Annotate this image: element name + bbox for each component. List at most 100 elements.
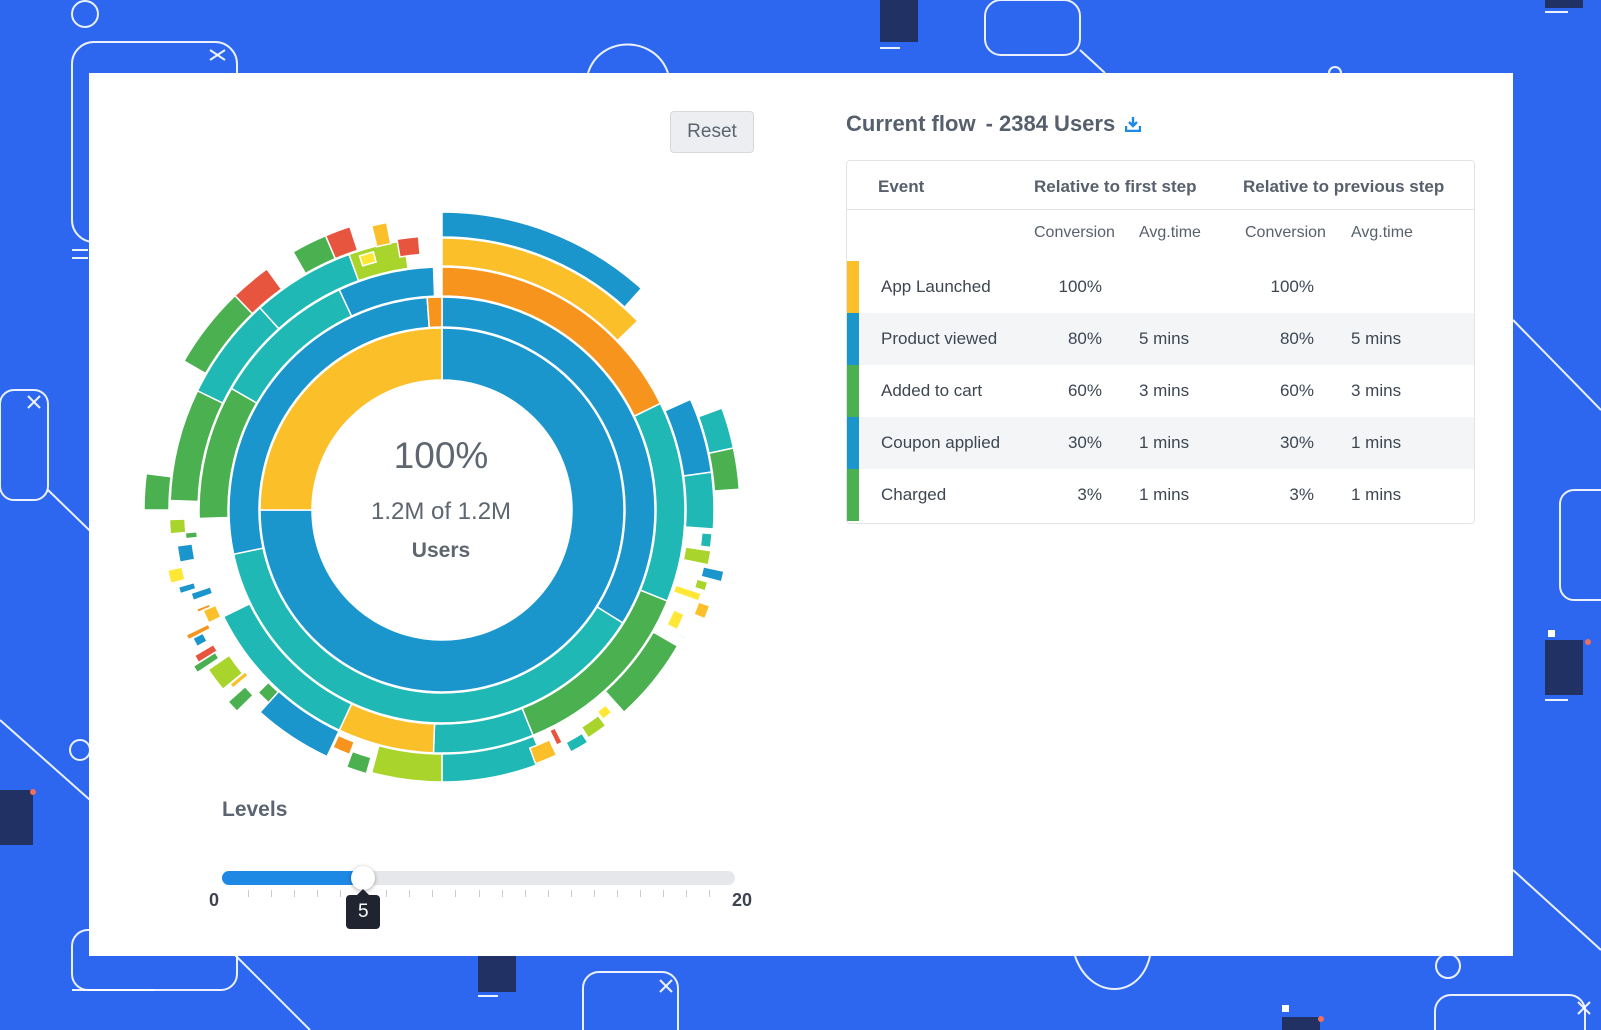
slider-tick	[524, 890, 526, 897]
slider-min-label: 0	[209, 890, 220, 910]
sunburst-segment[interactable]	[324, 225, 359, 260]
table-row[interactable]: Coupon applied 30% 1 mins 30% 1 mins	[847, 417, 1474, 469]
sunburst-segment[interactable]	[207, 654, 244, 691]
table-row[interactable]: Charged 3% 1 mins 3% 1 mins	[847, 469, 1474, 521]
sunburst-segment[interactable]	[693, 578, 709, 592]
sunburst-segment[interactable]	[345, 750, 372, 775]
row-first-avgtime: 5 mins	[1139, 329, 1190, 348]
slider-tick	[478, 890, 480, 897]
reset-button[interactable]: Reset	[670, 111, 754, 153]
sunburst-segment[interactable]	[370, 221, 392, 248]
sunburst-segment[interactable]	[168, 518, 187, 535]
slider-tick	[271, 890, 273, 897]
sunburst-segment[interactable]	[189, 585, 214, 602]
flow-table: Event Relative to first step Relative to…	[846, 160, 1475, 524]
sunburst-segment[interactable]	[176, 543, 196, 564]
sunburst-segment[interactable]	[259, 327, 625, 693]
sunburst-segment[interactable]	[233, 267, 283, 315]
row-previous-avgtime: 5 mins	[1351, 329, 1402, 348]
table-row[interactable]: Added to cart 60% 3 mins 60% 3 mins	[847, 365, 1474, 417]
sunburst-segment[interactable]	[338, 266, 436, 318]
row-color-marker	[847, 261, 859, 313]
row-previous-conversion: 60%	[1279, 381, 1314, 400]
row-previous-conversion: 30%	[1279, 433, 1314, 452]
header-event: Event	[878, 177, 925, 196]
slider-tick	[501, 890, 503, 897]
row-event-name: Coupon applied	[881, 433, 1001, 452]
sunburst-segment[interactable]	[166, 566, 187, 585]
row-first-avgtime: 1 mins	[1139, 485, 1190, 504]
row-previous-avgtime: 3 mins	[1351, 381, 1402, 400]
slider-tick	[662, 890, 664, 897]
sunburst-segment[interactable]	[358, 250, 377, 267]
row-event-name: Charged	[881, 485, 947, 504]
flow-card: Reset 100% 1.2M of 1.2M Users Levels 0 2…	[89, 73, 1513, 956]
flow-title: Current flow - 2384 Users	[846, 111, 1142, 137]
sunburst-chart[interactable]	[89, 73, 849, 873]
sunburst-segment[interactable]	[396, 235, 421, 258]
subheader-previous-conversion: Conversion	[1245, 224, 1326, 241]
flow-user-count: - 2384 Users	[985, 111, 1116, 136]
sunburst-segment[interactable]	[441, 211, 643, 309]
row-previous-conversion: 100%	[1270, 277, 1314, 296]
sunburst-segment[interactable]	[665, 608, 686, 631]
sunburst-segment[interactable]	[331, 734, 356, 756]
sunburst-segment[interactable]	[580, 714, 607, 739]
slider-tick	[409, 890, 411, 897]
sunburst-segment[interactable]	[259, 327, 443, 511]
levels-slider[interactable]	[222, 866, 735, 890]
row-color-marker	[847, 365, 859, 417]
row-color-marker	[847, 313, 859, 365]
sunburst-segment[interactable]	[256, 681, 280, 704]
sunburst-segment[interactable]	[441, 237, 639, 342]
sunburst-segment[interactable]	[672, 584, 703, 602]
sunburst-segment[interactable]	[682, 546, 712, 566]
slider-tick	[455, 890, 457, 897]
row-event-name: Added to cart	[881, 381, 983, 400]
sunburst-segment[interactable]	[177, 581, 197, 595]
sunburst-segment[interactable]	[195, 603, 212, 614]
sunburst-segment[interactable]	[228, 670, 250, 690]
slider-tick	[616, 890, 618, 897]
sunburst-segment[interactable]	[548, 726, 564, 747]
sunburst-segment[interactable]	[426, 296, 443, 329]
sunburst-segment[interactable]	[708, 447, 741, 492]
sunburst-segment[interactable]	[184, 530, 199, 540]
sunburst-segment[interactable]	[670, 629, 687, 641]
slider-fill	[222, 871, 368, 885]
sunburst-segment[interactable]	[564, 732, 589, 754]
slider-tick	[248, 890, 249, 897]
sunburst-segment[interactable]	[699, 531, 713, 549]
slider-tick	[317, 890, 319, 897]
slider-tick	[432, 890, 434, 897]
sunburst-segment[interactable]	[193, 643, 219, 664]
sunburst-segment[interactable]	[596, 703, 613, 721]
sunburst-segment[interactable]	[528, 738, 558, 765]
slider-ticks	[222, 890, 735, 898]
sunburst-segment[interactable]	[604, 630, 679, 714]
table-row[interactable]: Product viewed 80% 5 mins 80% 5 mins	[847, 313, 1474, 365]
row-first-avgtime: 1 mins	[1139, 433, 1190, 452]
sunburst-segment[interactable]	[682, 471, 715, 530]
slider-value-tooltip: 5	[346, 889, 381, 929]
sunburst-segment[interactable]	[185, 623, 212, 641]
table-row[interactable]: App Launched 100% 100%	[847, 261, 1474, 313]
sunburst-segment[interactable]	[202, 604, 222, 624]
row-first-avgtime: 3 mins	[1139, 381, 1190, 400]
sunburst-segment[interactable]	[370, 744, 443, 783]
slider-tick	[547, 890, 549, 897]
slider-tick	[685, 890, 687, 897]
slider-thumb[interactable]	[351, 866, 376, 890]
sunburst-segment[interactable]	[222, 602, 353, 732]
download-icon[interactable]	[1125, 116, 1142, 132]
subheader-first-avgtime: Avg.time	[1139, 224, 1201, 241]
sunburst-segment[interactable]	[143, 472, 172, 511]
sunburst-segment[interactable]	[692, 601, 711, 620]
sunburst-segment[interactable]	[700, 565, 725, 583]
subheader-first-conversion: Conversion	[1034, 224, 1115, 241]
row-color-marker	[847, 417, 859, 469]
sunburst-segment[interactable]	[227, 685, 255, 713]
center-unit: Users	[411, 539, 471, 562]
subheader-previous-avgtime: Avg.time	[1351, 224, 1413, 241]
slider-tick	[570, 890, 572, 897]
